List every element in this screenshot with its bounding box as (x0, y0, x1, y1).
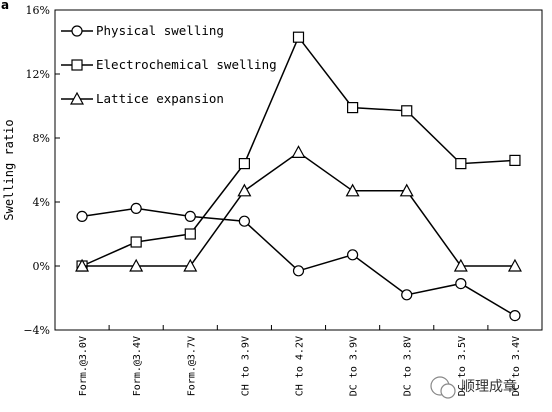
watermark: 顺理成章 (430, 376, 517, 399)
data-point-circle (347, 249, 359, 261)
series-square (76, 31, 521, 272)
data-point-square (509, 154, 521, 166)
data-point-square (347, 101, 359, 114)
data-point-circle (184, 210, 196, 222)
legend-entry: Electrochemical swelling (61, 57, 277, 72)
y-tick-label: 12% (26, 68, 50, 81)
x-tick-label: DC to 3.5V (457, 336, 468, 396)
data-point-square (238, 158, 250, 170)
y-tick-label: 0% (33, 260, 50, 273)
data-point-circle (509, 310, 521, 322)
x-tick-label: CH to 3.9V (240, 336, 251, 396)
x-tick-label: CH to 4.2V (295, 336, 306, 396)
watermark-text: 顺理成章 (461, 378, 517, 395)
legend-marker-square (71, 59, 83, 71)
panel-label: a (1, 0, 9, 12)
legend: Physical swelling Electrochemical swellin… (61, 23, 277, 106)
y-axis: −4% 0% 4% 8% 12% 16% (23, 4, 60, 337)
data-point-triangle (399, 183, 414, 197)
series-line (81, 207, 516, 317)
y-tick-label: 4% (33, 196, 50, 209)
series-triangle (75, 145, 522, 272)
data-point-square (455, 158, 467, 170)
data-point-triangle (507, 258, 522, 272)
data-point-triangle (129, 258, 144, 272)
y-tick-label: −4% (23, 324, 50, 337)
y-tick-label: 16% (26, 4, 50, 17)
plot-area (54, 9, 543, 331)
data-point-circle (401, 289, 413, 301)
data-point-triangle (345, 183, 360, 197)
data-point-square (292, 31, 305, 43)
x-tick-label: Form.@3.7V (186, 336, 197, 396)
data-point-circle (292, 265, 305, 277)
wechat-logo-icon-small (440, 383, 456, 399)
x-tick-label: Form.@3.0V (78, 336, 89, 396)
data-point-triangle (183, 258, 198, 272)
data-point-square (184, 228, 196, 240)
data-point-triangle (237, 183, 252, 197)
series-circle (76, 202, 521, 322)
data-point-triangle (453, 258, 468, 272)
data-point-triangle (75, 258, 90, 272)
data-point-triangle (291, 145, 306, 158)
data-point-circle (238, 215, 250, 227)
x-tick-label: DC to 3.4V (511, 336, 522, 396)
x-tick-label: DC to 3.8V (403, 336, 414, 396)
data-point-circle (130, 202, 142, 214)
legend-label: Lattice expansion (96, 91, 224, 106)
x-tick-label: DC to 3.9V (349, 336, 360, 396)
legend-marker-triangle (69, 91, 85, 105)
data-point-square (401, 105, 413, 117)
y-tick-label: 8% (33, 132, 50, 145)
legend-marker-circle (71, 25, 83, 37)
x-axis: Form.@3.0V Form.@3.4V Form.@3.7V CH to 3.9V… (78, 325, 522, 396)
series-group (75, 31, 522, 322)
legend-label: Electrochemical swelling (96, 57, 277, 72)
series-line (82, 151, 515, 267)
y-axis-label: Swelling ratio (2, 119, 16, 220)
legend-entry: Physical swelling (61, 23, 224, 38)
x-tick-label: Form.@3.4V (132, 336, 143, 396)
legend-entry: Lattice expansion (61, 91, 224, 106)
legend-label: Physical swelling (96, 23, 224, 38)
data-point-circle (455, 278, 467, 290)
data-point-square (130, 236, 142, 248)
data-point-circle (76, 210, 88, 222)
